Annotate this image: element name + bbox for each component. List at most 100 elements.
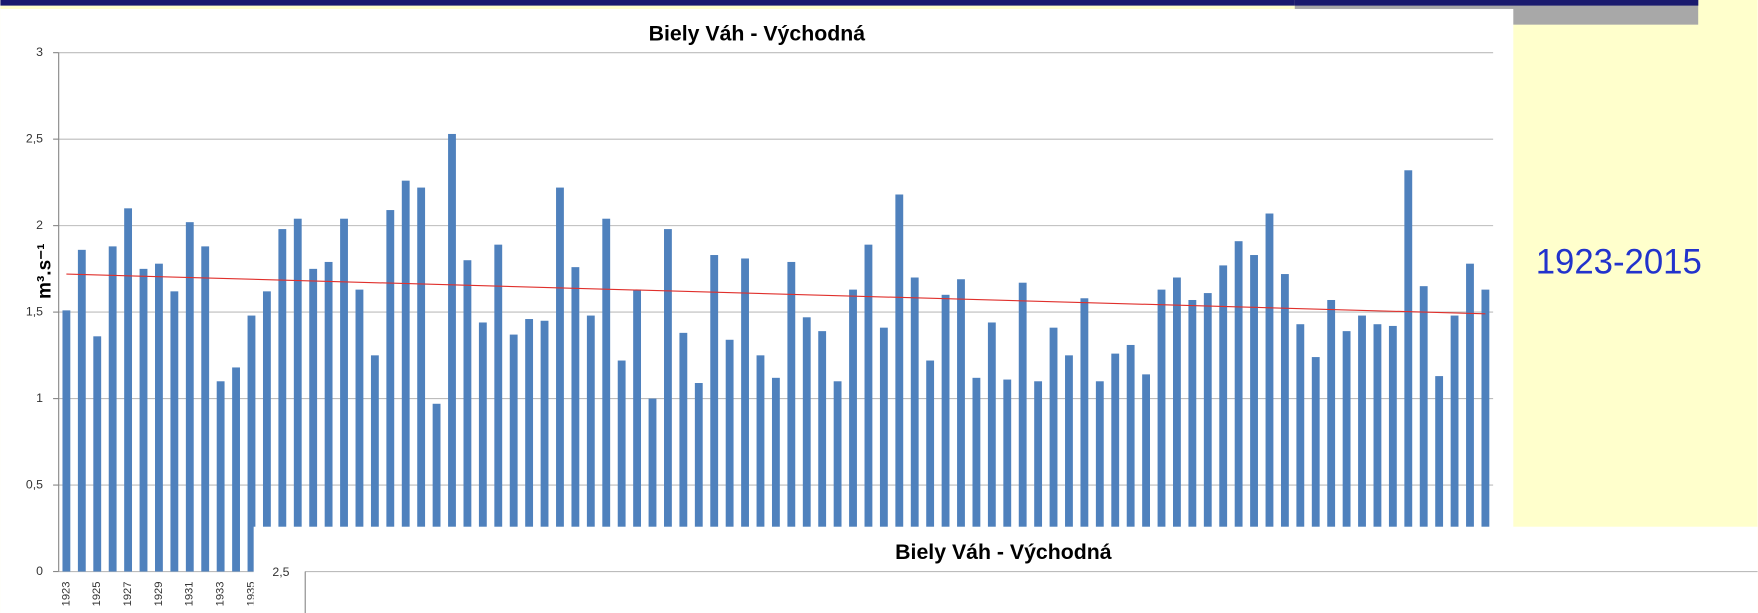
bar: [540, 320, 549, 572]
bar: [1327, 299, 1336, 572]
bar: [1404, 170, 1413, 572]
bar: [77, 249, 86, 572]
y-tick-label: 1: [36, 391, 43, 405]
bar: [556, 187, 564, 572]
bar: [525, 319, 534, 572]
bar: [1419, 286, 1428, 572]
chart-2: Biely Váh - Východná 2,5: [253, 526, 1758, 613]
bar: [386, 210, 395, 572]
bar: [987, 322, 996, 572]
bar: [833, 381, 842, 572]
bar: [1049, 327, 1058, 572]
x-tick-label: 1929: [153, 582, 165, 607]
bar: [586, 315, 595, 572]
bar: [355, 289, 364, 572]
bar: [1111, 353, 1120, 572]
bar: [401, 180, 410, 572]
bar: [818, 331, 827, 572]
top-bar-overlay: [1294, 0, 1699, 6]
x-tick-label: 1923: [60, 582, 72, 607]
bar: [694, 383, 703, 572]
bar: [972, 377, 981, 572]
bar: [1157, 289, 1166, 572]
bar: [185, 222, 194, 572]
bar: [849, 289, 857, 572]
bar: [494, 244, 503, 572]
bar: [617, 360, 626, 572]
bar: [1265, 213, 1274, 572]
bar: [232, 367, 240, 572]
bar: [1296, 324, 1305, 572]
bar: [278, 229, 287, 572]
bar: [155, 263, 163, 572]
bar: [1466, 263, 1474, 572]
bar: [741, 258, 749, 572]
bar: [756, 355, 765, 572]
bar: [571, 267, 580, 572]
y-tick-label: 3: [36, 45, 43, 59]
bar: [1358, 315, 1366, 572]
bar: [1219, 265, 1228, 572]
y-tick-label: 2,5: [26, 131, 43, 145]
chart-1: Biely Váh - Východná m³.s⁻¹ 0 0,5 1 1,5 2 2,5…: [0, 8, 1514, 613]
bar: [340, 218, 348, 572]
bar: [1342, 331, 1351, 572]
bar: [62, 310, 71, 572]
chart-title: Biely Váh - Východná: [895, 540, 1112, 564]
bar: [170, 291, 179, 572]
bar: [941, 294, 950, 572]
y-tick-label: 0: [36, 564, 43, 578]
bar: [293, 218, 302, 572]
x-tick-label: 1931: [184, 582, 196, 607]
x-tick-label: 1933: [215, 582, 227, 607]
bar: [1311, 357, 1320, 572]
bar: [201, 246, 210, 572]
y-axis-label: m³.s⁻¹: [34, 243, 55, 299]
bar: [1126, 344, 1135, 572]
y-tick-label: 2,5: [272, 565, 289, 579]
y-tick-label: 1,5: [26, 304, 43, 318]
bar: [139, 268, 148, 572]
bar: [771, 377, 780, 572]
bar: [1450, 315, 1459, 572]
bar: [679, 332, 688, 572]
bar: [633, 289, 642, 572]
bar: [124, 208, 133, 572]
bar: [1481, 289, 1490, 572]
bar: [895, 194, 904, 572]
bar: [417, 187, 426, 572]
bar: [216, 381, 225, 572]
chart-title: Biely Váh - Východná: [649, 21, 866, 45]
bar: [1173, 277, 1181, 572]
x-tick-label: 1927: [122, 582, 134, 607]
bar: [802, 317, 811, 572]
bar: [1373, 324, 1382, 572]
bar: [262, 291, 271, 572]
bar: [864, 244, 873, 572]
bar: [664, 229, 672, 572]
bar: [1280, 274, 1289, 572]
bar: [648, 398, 657, 572]
bar: [309, 268, 318, 572]
bar: [324, 261, 333, 572]
x-tick-label: 1925: [91, 582, 103, 607]
bar: [1234, 241, 1243, 572]
bar: [725, 339, 734, 572]
top-bar: [0, 0, 1699, 6]
bar: [247, 315, 256, 572]
bar: [910, 277, 919, 572]
bar: [1080, 298, 1089, 572]
y-tick-label: 0,5: [26, 477, 43, 491]
bar: [463, 260, 472, 572]
bar: [93, 336, 102, 572]
chart-area: [253, 526, 1758, 613]
bar: [509, 334, 518, 572]
period-label: 1923-2015: [1536, 244, 1702, 282]
bar: [1018, 282, 1027, 572]
bar: [957, 279, 965, 572]
bar: [1142, 374, 1151, 572]
bar: [1250, 255, 1258, 572]
bar: [370, 355, 379, 572]
bar: [1095, 381, 1104, 572]
